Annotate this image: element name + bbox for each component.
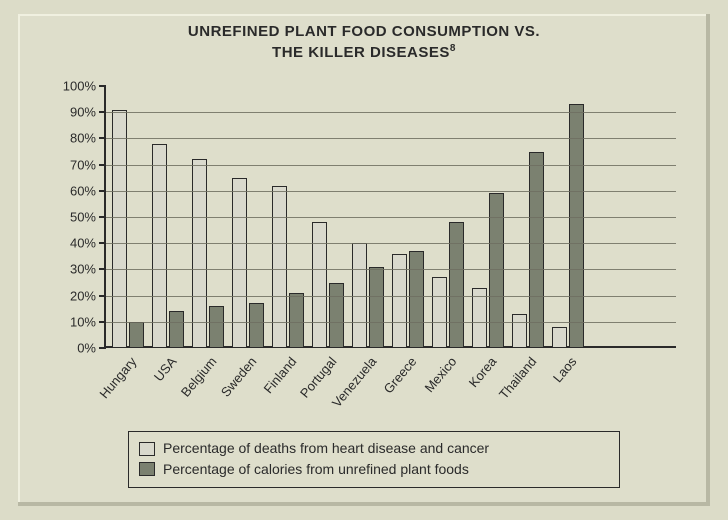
y-tick <box>99 137 106 139</box>
y-tick <box>99 216 106 218</box>
bar-calories <box>529 152 544 349</box>
y-tick <box>99 242 106 244</box>
bar-deaths <box>552 327 567 348</box>
y-tick-label: 50% <box>70 210 96 225</box>
bar-deaths <box>472 288 487 348</box>
y-tick <box>99 164 106 166</box>
bar-deaths <box>312 222 327 348</box>
category-label: Laos <box>550 354 580 385</box>
y-tick <box>99 190 106 192</box>
bar-deaths <box>152 144 167 348</box>
bar-calories <box>249 303 264 348</box>
bar-deaths <box>392 254 407 348</box>
legend-item-deaths: Percentage of deaths from heart disease … <box>139 438 609 458</box>
bar-deaths <box>112 110 127 348</box>
bar-calories <box>129 322 144 348</box>
y-tick <box>99 85 106 87</box>
category-label: Finland <box>261 354 300 396</box>
title-line-2: THE KILLER DISEASES <box>272 44 450 61</box>
title-superscript: 8 <box>450 43 456 54</box>
bar-calories <box>329 283 344 349</box>
chart-title: UNREFINED PLANT FOOD CONSUMPTION VS. THE… <box>18 22 710 64</box>
bar-calories <box>369 267 384 348</box>
bar-calories <box>569 104 584 348</box>
y-tick <box>99 295 106 297</box>
y-tick-label: 70% <box>70 157 96 172</box>
y-tick-label: 80% <box>70 131 96 146</box>
y-tick-label: 90% <box>70 105 96 120</box>
legend-item-calories: Percentage of calories from unrefined pl… <box>139 459 609 479</box>
category-label: Korea <box>466 354 500 390</box>
gridline <box>106 243 676 244</box>
bar-deaths <box>192 159 207 348</box>
bar-deaths <box>432 277 447 348</box>
gridline <box>106 322 676 323</box>
bar-calories <box>289 293 304 348</box>
y-tick-label: 0% <box>77 341 96 356</box>
legend-label-deaths: Percentage of deaths from heart disease … <box>163 438 489 458</box>
y-tick-label: 40% <box>70 236 96 251</box>
y-tick <box>99 321 106 323</box>
legend-label-calories: Percentage of calories from unrefined pl… <box>163 459 469 479</box>
y-tick-label: 60% <box>70 183 96 198</box>
bar-calories <box>449 222 464 348</box>
category-label: Belgium <box>178 354 220 400</box>
gridline <box>106 269 676 270</box>
y-tick <box>99 111 106 113</box>
gridline <box>106 217 676 218</box>
category-label: Hungary <box>96 354 139 401</box>
category-label: Thailand <box>496 354 540 402</box>
gridline <box>106 165 676 166</box>
gridline <box>106 191 676 192</box>
gridline <box>106 138 676 139</box>
y-tick-label: 10% <box>70 314 96 329</box>
chart-frame: UNREFINED PLANT FOOD CONSUMPTION VS. THE… <box>18 14 710 506</box>
gridline <box>106 112 676 113</box>
plot-area: HungaryUSABelgiumSwedenFinlandPortugalVe… <box>106 86 676 348</box>
bar-deaths <box>512 314 527 348</box>
category-label: Greece <box>381 354 420 396</box>
bar-calories <box>169 311 184 348</box>
gridline <box>106 296 676 297</box>
title-line-1: UNREFINED PLANT FOOD CONSUMPTION VS. <box>188 23 540 40</box>
bar-calories <box>409 251 424 348</box>
y-tick-label: 100% <box>63 79 96 94</box>
y-tick <box>99 268 106 270</box>
y-tick-label: 30% <box>70 262 96 277</box>
category-label: Sweden <box>218 354 260 400</box>
legend-swatch-light <box>139 442 155 456</box>
y-tick <box>99 347 106 349</box>
legend-swatch-dark <box>139 462 155 476</box>
bar-calories <box>209 306 224 348</box>
y-tick-label: 20% <box>70 288 96 303</box>
category-label: USA <box>151 354 180 384</box>
legend: Percentage of deaths from heart disease … <box>128 431 620 488</box>
bar-deaths <box>272 186 287 348</box>
category-label: Mexico <box>422 354 460 395</box>
